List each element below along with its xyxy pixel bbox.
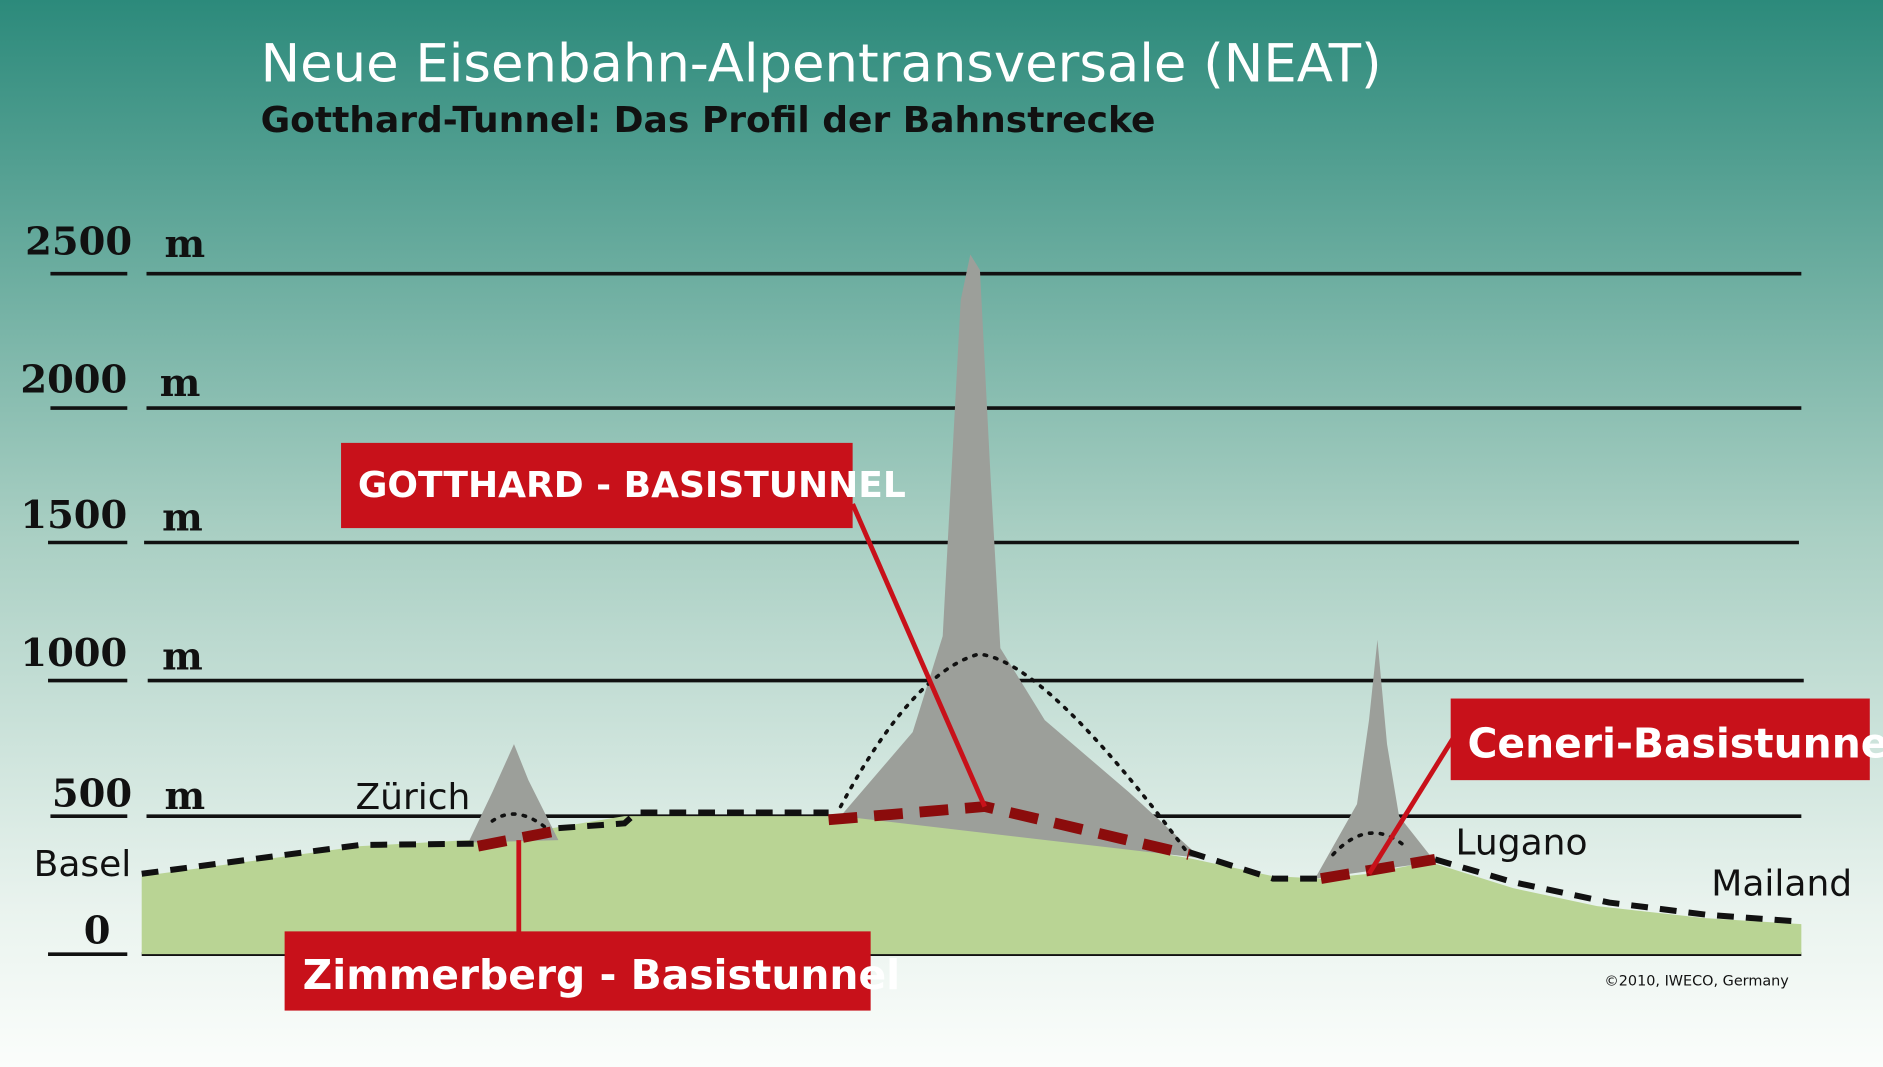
tunnel-label: Ceneri-Basistunnel — [1467, 719, 1883, 767]
axis-label: 2500 — [25, 219, 132, 264]
terrain — [141, 816, 1802, 955]
axis-label: 2000 — [20, 357, 127, 402]
place-label: Lugano — [1455, 823, 1587, 864]
tunnel-label: Zimmerberg - Basistunnel — [303, 951, 901, 999]
axis-label: 500 — [52, 772, 132, 817]
axis-unit: m — [165, 222, 206, 267]
label-box — [284, 931, 871, 1011]
route — [141, 809, 1802, 925]
mountains — [468, 254, 1436, 879]
axis-unit: m — [162, 496, 203, 541]
places: Basel Zürich Lugano Mailand — [34, 777, 1853, 904]
place-label: Zürich — [355, 777, 470, 818]
axis-label: 0 — [84, 908, 111, 953]
tunnel-label: GOTTHARD - BASISTUNNEL — [358, 465, 906, 506]
axis-label: 1500 — [20, 493, 127, 538]
axis-unit: m — [162, 635, 203, 680]
place-label: Mailand — [1711, 863, 1852, 904]
axis-unit: m — [165, 774, 206, 819]
subtitle: Gotthard-Tunnel: Das Profil der Bahnstre… — [261, 100, 1156, 141]
axis-unit: m — [160, 361, 201, 406]
label-box — [1450, 698, 1870, 781]
axis-label: 1000 — [20, 631, 127, 676]
copyright: ©2010, IWECO, Germany — [1604, 973, 1789, 989]
place-label: Basel — [34, 844, 132, 885]
callout-lines — [516, 503, 1458, 934]
tunnel-labels: GOTTHARD - BASISTUNNEL Zimmerberg - Basi… — [284, 442, 1883, 1011]
mountain-outline — [490, 652, 1407, 857]
title: Neue Eisenbahn-Alpentransversale (NEAT) — [261, 34, 1382, 95]
label-box — [341, 442, 853, 529]
